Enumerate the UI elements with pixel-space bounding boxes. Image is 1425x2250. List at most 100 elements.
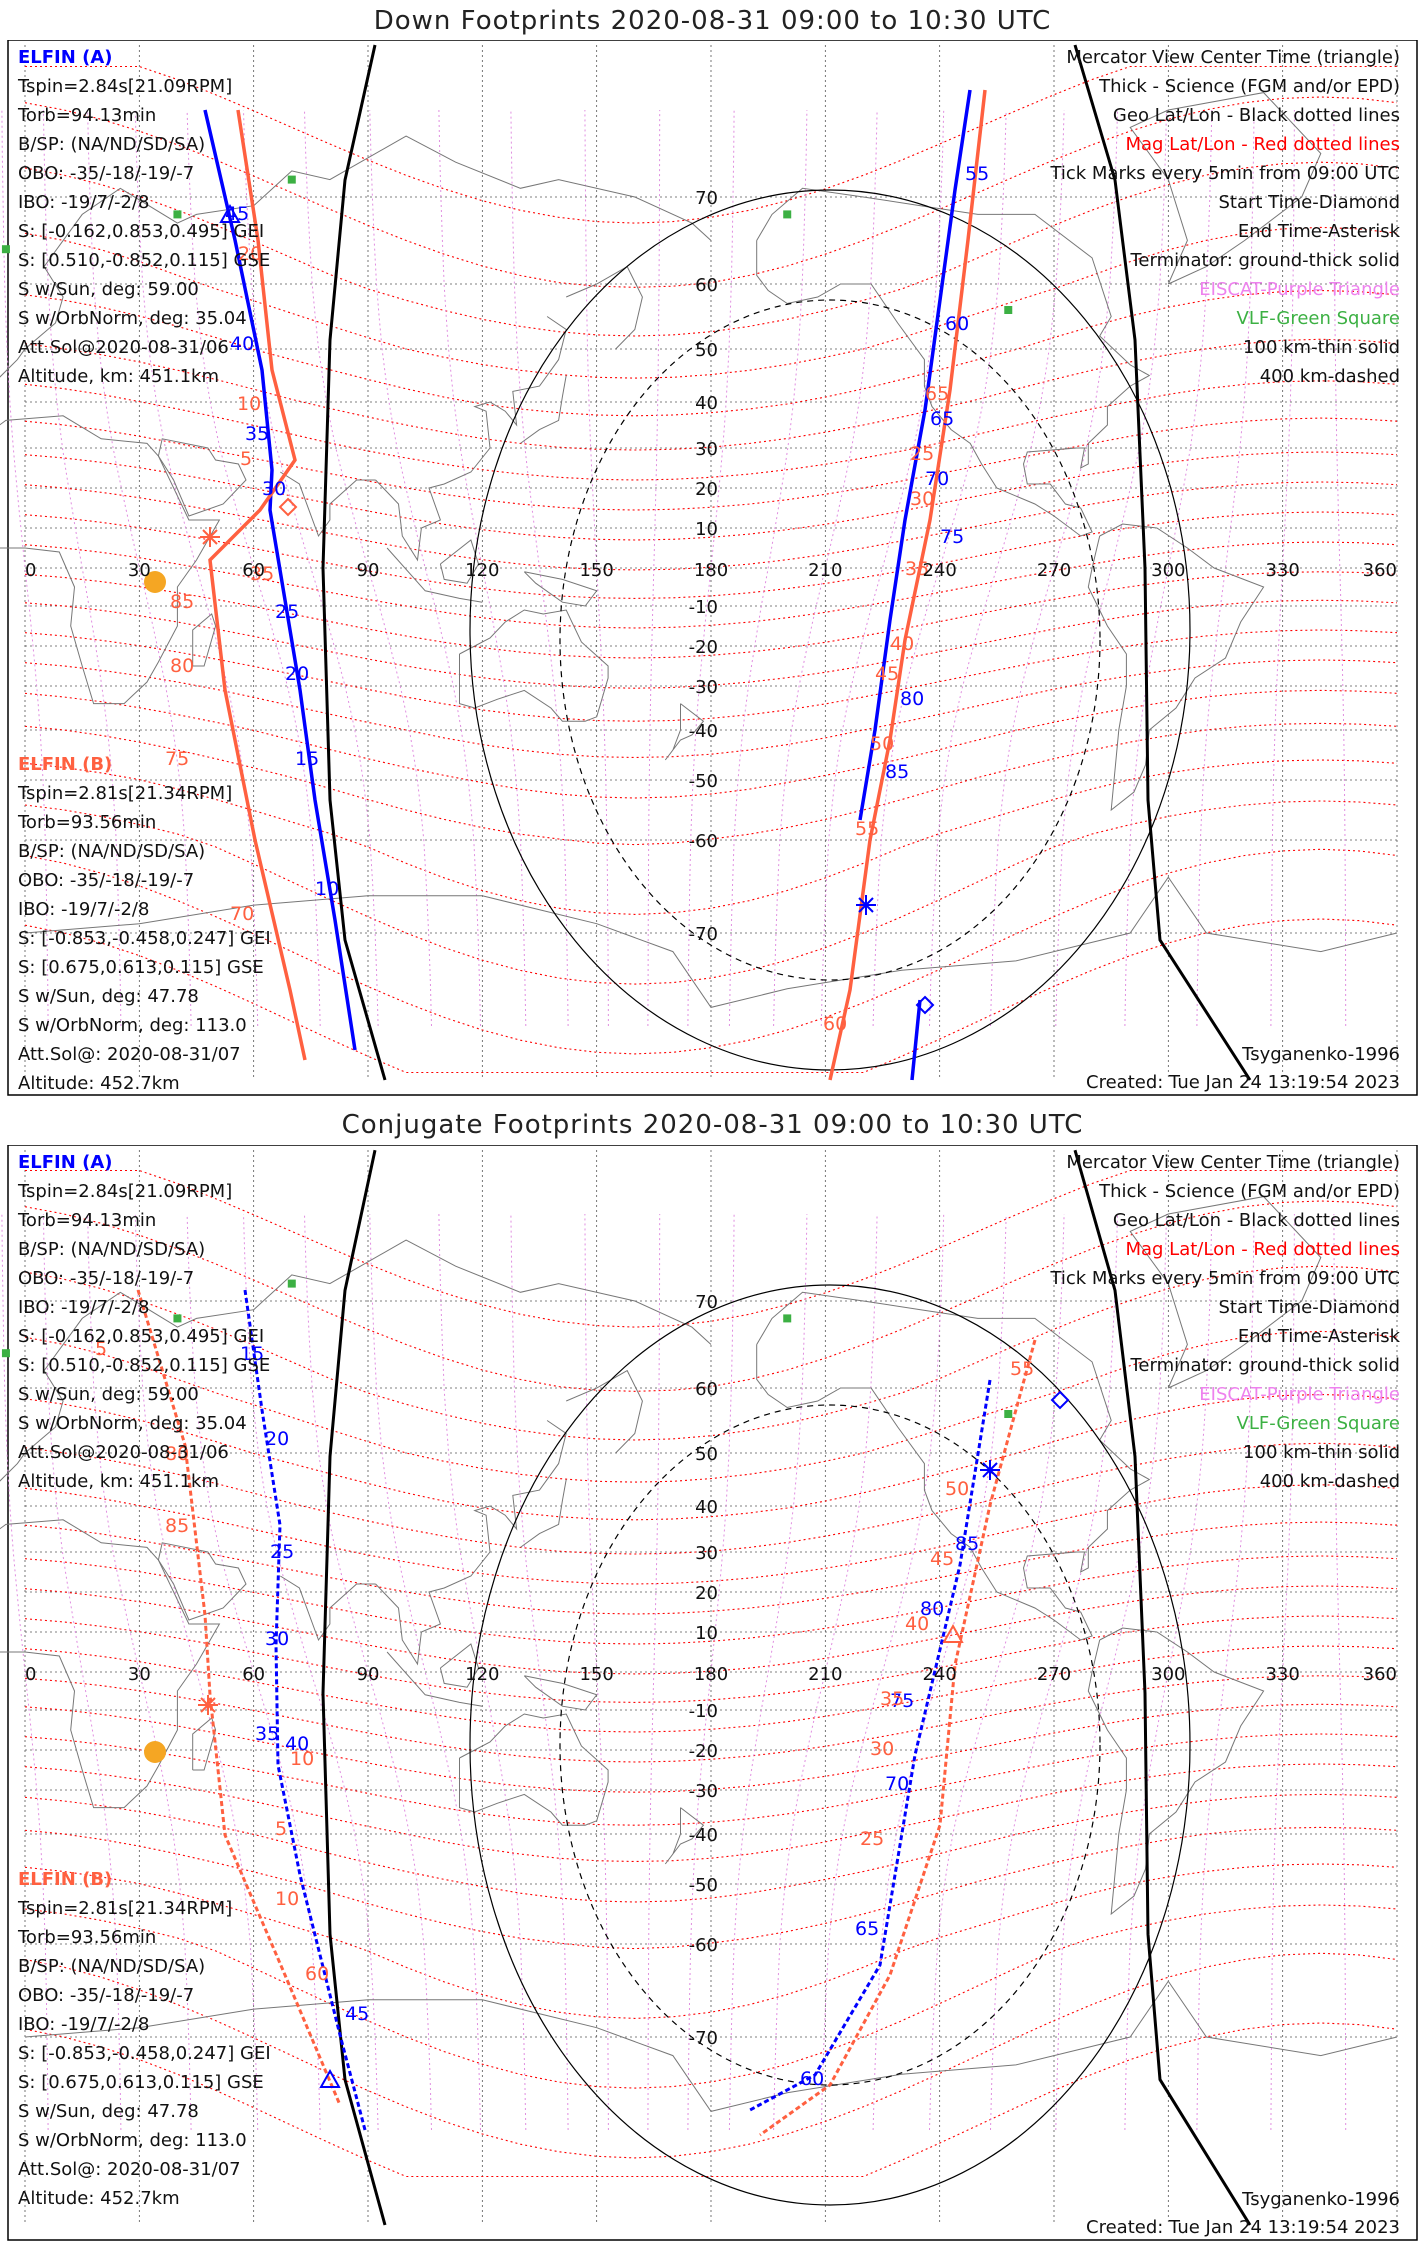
legend-item: Mag Lat/Lon - Red dotted lines bbox=[1125, 1239, 1400, 1260]
elfin-b-tick-label: 5 bbox=[95, 1338, 107, 1360]
coastline bbox=[157, 438, 247, 517]
elfin-a-track-east bbox=[858, 89, 972, 821]
mag-meridian bbox=[584, 109, 609, 1027]
legend-item: 400 km-dashed bbox=[1260, 366, 1400, 387]
coastline bbox=[0, 135, 712, 378]
mag-parallel bbox=[24, 1763, 1398, 1863]
elfin-a-tick-label: 45 bbox=[225, 203, 249, 225]
elfin-b-tick-label: 5 bbox=[240, 448, 252, 470]
coastline bbox=[523, 1675, 598, 1711]
lat-label: 40 bbox=[695, 1497, 718, 1518]
mag-meridian bbox=[1333, 109, 1347, 1027]
mag-meridian bbox=[872, 1213, 1007, 2131]
mag-parallel bbox=[24, 451, 1398, 541]
elfin-b-tick-label: 80 bbox=[165, 1443, 189, 1465]
elfin-b-tick-label: 10 bbox=[275, 1888, 299, 1910]
elfin-b-info-line: S w/OrbNorm, deg: 113.0 bbox=[18, 1015, 247, 1036]
elfin-b-tick-label: 35 bbox=[905, 558, 929, 580]
lat-label: 40 bbox=[695, 393, 718, 414]
lat-label: 30 bbox=[695, 439, 718, 460]
elfin-b-tick-label: 30 bbox=[910, 488, 934, 510]
info-text: ELFIN (A) Tspin=2.84s[21.09RPM] Torb=94.13… bbox=[17, 47, 1401, 1094]
elfin-b-info-line: S w/Sun, deg: 47.78 bbox=[18, 2101, 199, 2122]
elfin-a-tick-label: 75 bbox=[940, 526, 964, 548]
map-down-footprints: 45 40 35 30 25 20 15 10 55 60 65 70 75 80 85 20 10 5 35 85 8… bbox=[0, 40, 1418, 1096]
elfin-b-tick-label: 85 bbox=[170, 591, 194, 613]
mag-parallel bbox=[24, 599, 1398, 689]
elfin-b-info-line: S w/OrbNorm, deg: 113.0 bbox=[18, 2130, 247, 2151]
mag-meridian bbox=[510, 1213, 569, 2131]
satellite-tracks bbox=[203, 89, 987, 1081]
elfin-a-info-line: S: [0.510,-0.852,0.115] GSE bbox=[18, 1355, 270, 1376]
elfin-a-tick-label: 35 bbox=[245, 423, 269, 445]
elfin-a-tick-label: 35 bbox=[255, 1723, 279, 1745]
elfin-b-track-east bbox=[759, 1339, 1037, 2137]
end-asterisk bbox=[858, 897, 874, 913]
coastline bbox=[566, 1369, 643, 1454]
lat-label: 60 bbox=[695, 1379, 718, 1400]
elfin-a-track-east bbox=[749, 1379, 992, 2112]
legend-item: Mag Lat/Lon - Red dotted lines bbox=[1125, 134, 1400, 155]
mag-parallel bbox=[24, 1555, 1398, 1645]
lon-label: 360 bbox=[1363, 1664, 1397, 1685]
elfin-b-tick-label: 25 bbox=[910, 443, 934, 465]
mag-parallel bbox=[24, 689, 1398, 799]
created-label: Created: Tue Jan 24 13:19:54 2023 bbox=[1086, 1072, 1400, 1093]
mag-meridian bbox=[1196, 109, 1255, 1027]
elfin-b-tick-label: 70 bbox=[230, 903, 254, 925]
mag-parallel bbox=[24, 659, 1398, 759]
start-diamond bbox=[1050, 1390, 1070, 1410]
elfin-b-tick-label: 75 bbox=[165, 748, 189, 770]
mag-meridian bbox=[304, 1213, 432, 2131]
elfin-a-info-line: Torb=94.13min bbox=[17, 105, 156, 126]
elfin-b-tick-label: 5 bbox=[275, 1818, 287, 1840]
lon-label: 0 bbox=[25, 560, 36, 581]
end-asterisk bbox=[200, 1697, 216, 1713]
mag-meridian bbox=[1124, 1213, 1213, 2131]
geo-grid bbox=[24, 1150, 1398, 2225]
mag-meridian bbox=[687, 1213, 735, 2131]
elfin-b-info-line: OBO: -35/-18/-19/-7 bbox=[18, 870, 194, 891]
lat-label: -40 bbox=[689, 1825, 718, 1846]
mag-meridian bbox=[647, 1213, 661, 2131]
lon-label: 0 bbox=[25, 1664, 36, 1685]
mag-meridian bbox=[1270, 109, 1295, 1027]
elfin-b-info-line: S: [-0.853,-0.458,0.247] GEI bbox=[18, 928, 271, 949]
start-diamond bbox=[278, 497, 298, 517]
elfin-b-header: ELFIN (B) bbox=[18, 1869, 112, 1890]
elfin-b-info-line: OBO: -35/-18/-19/-7 bbox=[18, 1985, 194, 2006]
mag-meridian bbox=[584, 1213, 609, 2131]
coastline bbox=[523, 571, 598, 607]
lon-label: 330 bbox=[1265, 1664, 1299, 1685]
mag-parallel bbox=[24, 289, 1398, 417]
mag-meridian bbox=[773, 109, 878, 1027]
axis-labels: 45 40 35 30 25 20 15 10 55 60 65 70 75 80 85 20 10 5 35 85 8… bbox=[25, 163, 1397, 1035]
created-label: Created: Tue Jan 24 13:19:54 2023 bbox=[1086, 2217, 1400, 2238]
fov-100km bbox=[469, 189, 1191, 1071]
elfin-b-tick-label: 20 bbox=[238, 243, 262, 265]
vlf-square bbox=[1004, 1410, 1013, 1418]
elfin-b-tick-label: 60 bbox=[823, 1013, 847, 1035]
elfin-b-tick-label: 60 bbox=[305, 1963, 329, 1985]
elfin-b-tick-label: 10 bbox=[237, 393, 261, 415]
coastline bbox=[566, 265, 643, 350]
elfin-b-info-line: S: [-0.853,-0.458,0.247] GEI bbox=[18, 2043, 271, 2064]
sun-icon bbox=[144, 571, 166, 593]
lat-label: -60 bbox=[689, 831, 718, 852]
mag-meridian bbox=[872, 109, 1007, 1027]
legend-item: VLF-Green Square bbox=[1237, 1413, 1400, 1434]
elfin-b-tick-label: 55 bbox=[855, 818, 879, 840]
mag-meridian bbox=[1196, 1213, 1255, 2131]
elfin-b-tick-label: 45 bbox=[930, 1548, 954, 1570]
elfin-b-info-line: Torb=93.56min bbox=[17, 812, 156, 833]
elfin-a-tick-label: 85 bbox=[955, 1533, 979, 1555]
elfin-b-track-west bbox=[208, 109, 307, 1061]
mag-meridian bbox=[42, 109, 122, 1027]
coastline bbox=[0, 1519, 221, 1809]
model-label: Tsyganenko-1996 bbox=[1241, 2189, 1400, 2210]
elfin-b-tick-label: 25 bbox=[860, 1828, 884, 1850]
legend-item: End Time-Asterisk bbox=[1238, 1326, 1401, 1347]
mag-meridian bbox=[728, 109, 808, 1027]
lat-label: -10 bbox=[689, 597, 718, 618]
legend-item: 100 km-thin solid bbox=[1243, 1442, 1400, 1463]
